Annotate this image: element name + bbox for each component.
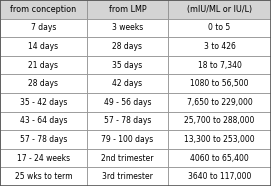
Bar <box>168 37 271 56</box>
Bar <box>87 0 168 19</box>
Bar <box>87 93 168 112</box>
Bar <box>87 37 168 56</box>
Text: 18 to 7,340: 18 to 7,340 <box>198 61 241 70</box>
Bar <box>0 93 87 112</box>
Text: 57 - 78 days: 57 - 78 days <box>20 135 67 144</box>
Text: 28 days: 28 days <box>112 42 142 51</box>
Text: 7,650 to 229,000: 7,650 to 229,000 <box>187 98 252 107</box>
Text: 13,300 to 253,000: 13,300 to 253,000 <box>184 135 255 144</box>
Bar <box>87 112 168 130</box>
Text: 14 days: 14 days <box>28 42 59 51</box>
Bar <box>0 167 87 186</box>
Text: 35 days: 35 days <box>112 61 143 70</box>
Text: 21 days: 21 days <box>28 61 58 70</box>
Bar <box>0 37 87 56</box>
Bar <box>87 167 168 186</box>
Text: 2nd trimester: 2nd trimester <box>101 154 154 163</box>
Bar <box>87 149 168 167</box>
Bar <box>0 130 87 149</box>
Text: 3640 to 117,000: 3640 to 117,000 <box>188 172 251 181</box>
Bar <box>0 19 87 37</box>
Bar <box>168 112 271 130</box>
Bar <box>168 56 271 74</box>
Text: 49 - 56 days: 49 - 56 days <box>104 98 151 107</box>
Bar <box>87 19 168 37</box>
Text: 25,700 to 288,000: 25,700 to 288,000 <box>184 116 255 125</box>
Text: 3rd trimester: 3rd trimester <box>102 172 153 181</box>
Bar <box>168 167 271 186</box>
Bar <box>168 93 271 112</box>
Text: 57 - 78 days: 57 - 78 days <box>104 116 151 125</box>
Text: 35 - 42 days: 35 - 42 days <box>20 98 67 107</box>
Text: 42 days: 42 days <box>112 79 143 88</box>
Bar <box>87 130 168 149</box>
Bar <box>168 19 271 37</box>
Text: 79 - 100 days: 79 - 100 days <box>101 135 153 144</box>
Bar <box>87 74 168 93</box>
Bar <box>0 56 87 74</box>
Bar <box>168 130 271 149</box>
Text: 3 weeks: 3 weeks <box>112 23 143 32</box>
Bar <box>0 74 87 93</box>
Text: 4060 to 65,400: 4060 to 65,400 <box>190 154 249 163</box>
Text: 0 to 5: 0 to 5 <box>208 23 231 32</box>
Text: 25 wks to term: 25 wks to term <box>15 172 72 181</box>
Text: 43 - 64 days: 43 - 64 days <box>20 116 67 125</box>
Bar <box>168 149 271 167</box>
Bar <box>0 0 87 19</box>
Text: from conception: from conception <box>10 5 76 14</box>
Text: 7 days: 7 days <box>31 23 56 32</box>
Text: 17 - 24 weeks: 17 - 24 weeks <box>17 154 70 163</box>
Text: 3 to 426: 3 to 426 <box>204 42 235 51</box>
Bar <box>168 0 271 19</box>
Bar <box>0 112 87 130</box>
Text: (mIU/ML or IU/L): (mIU/ML or IU/L) <box>187 5 252 14</box>
Bar <box>87 56 168 74</box>
Bar <box>0 149 87 167</box>
Bar <box>168 74 271 93</box>
Text: from LMP: from LMP <box>109 5 146 14</box>
Text: 28 days: 28 days <box>28 79 58 88</box>
Text: 1080 to 56,500: 1080 to 56,500 <box>190 79 249 88</box>
